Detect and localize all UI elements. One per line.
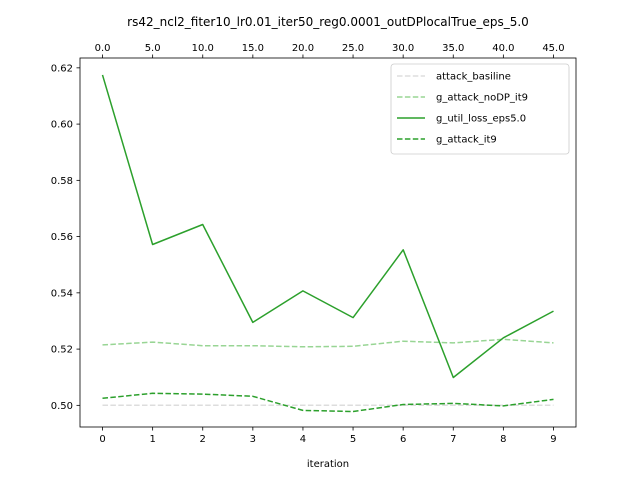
top-x-tick-label-6: 30.0 xyxy=(392,43,414,54)
legend-label-2: g_util_loss_eps5.0 xyxy=(436,114,526,125)
x-tick-label-9: 9 xyxy=(550,434,556,445)
x-axis-label: iteration xyxy=(307,459,349,470)
y-tick-label-3: 0.56 xyxy=(51,232,73,243)
series-layer xyxy=(101,74,554,413)
x-tick-label-8: 8 xyxy=(500,434,506,445)
top-x-tick-label-1: 5.0 xyxy=(145,43,161,54)
series-line-2 xyxy=(101,74,554,379)
top-x-tick-label-2: 10.0 xyxy=(192,43,214,54)
x-tick-label-7: 7 xyxy=(450,434,456,445)
legend-label-1: g_attack_noDP_it9 xyxy=(436,93,528,104)
legend-label-0: attack_basiline xyxy=(436,72,511,83)
series-line-3 xyxy=(102,392,554,413)
x-tick-label-3: 3 xyxy=(250,434,256,445)
top-x-tick-label-5: 25.0 xyxy=(342,43,364,54)
top-x-tick-label-0: 0.0 xyxy=(95,43,111,54)
x-tick-label-0: 0 xyxy=(99,434,105,445)
legend: attack_basiline g_attack_noDP_it9 g_util_l… xyxy=(390,63,570,155)
legend-frame xyxy=(390,63,570,155)
series-line-1 xyxy=(102,338,554,348)
y-tick-label-0: 0.50 xyxy=(51,401,73,412)
axes-layer: 0 1 2 3 4 5 6 7 8 9 0.0 5.0 10.0 15.0 20.0 25.0 30.0 35.0… xyxy=(51,43,577,445)
top-x-tick-label-8: 40.0 xyxy=(492,43,514,54)
legend-label-3: g_attack_it9 xyxy=(436,135,497,146)
x-tick-label-1: 1 xyxy=(149,434,155,445)
top-x-tick-label-3: 15.0 xyxy=(242,43,264,54)
top-x-tick-label-9: 45.0 xyxy=(542,43,564,54)
y-tick-label-4: 0.58 xyxy=(51,176,73,187)
x-tick-label-2: 2 xyxy=(200,434,206,445)
y-tick-label-2: 0.54 xyxy=(51,288,73,299)
y-tick-label-5: 0.60 xyxy=(51,120,73,131)
x-tick-label-4: 4 xyxy=(300,434,306,445)
top-x-tick-label-7: 35.0 xyxy=(442,43,464,54)
top-x-tick-label-4: 20.0 xyxy=(292,43,314,54)
chart-title: rs42_ncl2_fiter10_lr0.01_iter50_reg0.000… xyxy=(127,15,529,29)
x-tick-label-6: 6 xyxy=(400,434,406,445)
y-tick-label-6: 0.62 xyxy=(51,63,73,74)
y-tick-label-1: 0.52 xyxy=(51,345,73,356)
axes-frame xyxy=(79,57,577,428)
x-tick-label-5: 5 xyxy=(350,434,356,445)
